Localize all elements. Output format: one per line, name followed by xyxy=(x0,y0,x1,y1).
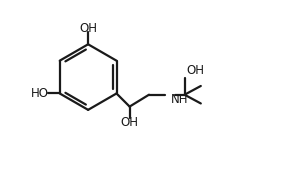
Text: OH: OH xyxy=(186,64,204,77)
Text: HO: HO xyxy=(31,87,49,100)
Text: OH: OH xyxy=(121,116,139,129)
Text: NH: NH xyxy=(171,93,188,106)
Text: OH: OH xyxy=(79,21,97,34)
